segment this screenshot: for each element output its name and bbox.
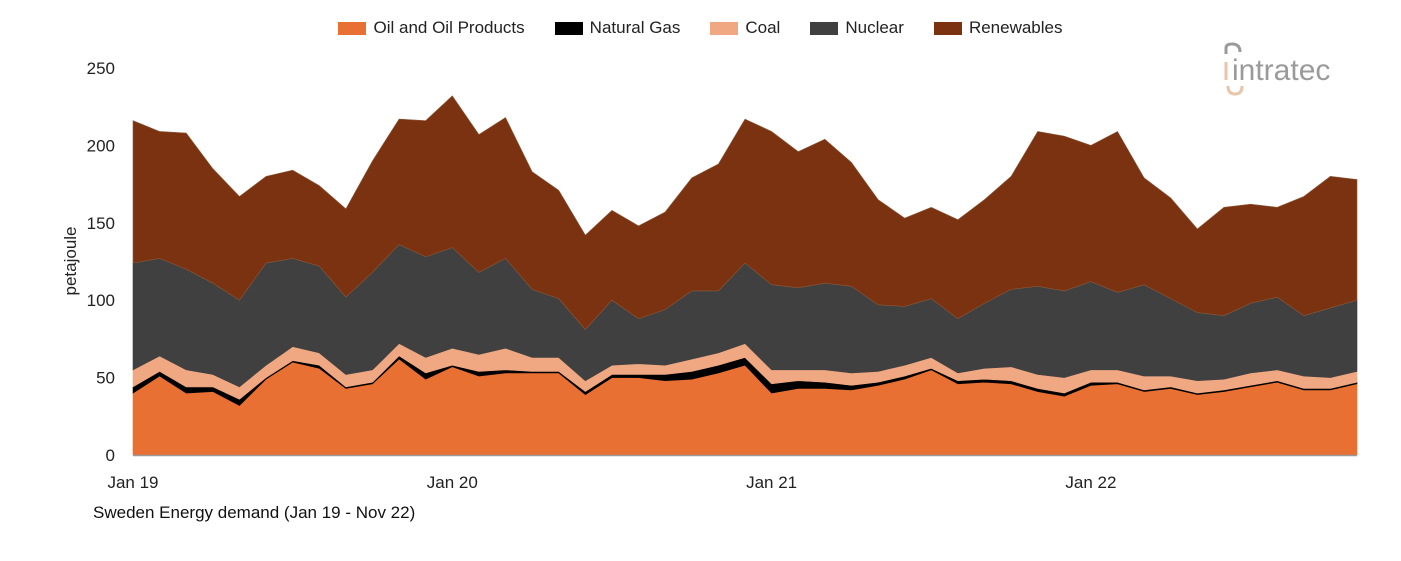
legend-swatch	[810, 21, 839, 35]
x-tick-label: Jan 19	[107, 473, 158, 492]
legend-swatch	[338, 21, 367, 35]
y-tick-label: 0	[106, 446, 115, 465]
x-tick-label: Jan 20	[427, 473, 478, 492]
svg-text:intratec: intratec	[1232, 54, 1330, 87]
legend-item: Natural Gas	[554, 18, 681, 38]
x-tick-label: Jan 21	[746, 473, 797, 492]
chart-caption: Sweden Energy demand (Jan 19 - Nov 22)	[93, 503, 416, 522]
area-renewables	[132, 95, 1358, 331]
legend-swatch	[710, 21, 739, 35]
x-tick-label: Jan 22	[1065, 473, 1116, 492]
intratec-logo: intratec	[1224, 42, 1330, 96]
y-tick-label: 100	[87, 291, 115, 310]
legend-label: Nuclear	[845, 18, 904, 37]
legend-item: Coal	[710, 18, 780, 38]
y-tick-label: 150	[87, 214, 115, 233]
legend-item: Oil and Oil Products	[338, 18, 525, 38]
legend-label: Natural Gas	[589, 18, 681, 37]
legend-swatch	[933, 21, 962, 35]
y-tick-label: 200	[87, 136, 115, 155]
legend-label: Renewables	[968, 18, 1063, 37]
legend-item: Renewables	[933, 18, 1063, 38]
legend-item: Nuclear	[810, 18, 904, 38]
legend-label: Coal	[745, 18, 781, 37]
legend-swatch	[554, 21, 583, 35]
y-tick-label: 50	[96, 369, 115, 388]
y-axis-label: petajoule	[61, 226, 80, 295]
legend-label: Oil and Oil Products	[373, 18, 525, 37]
y-tick-label: 250	[87, 59, 115, 78]
legend: Oil and Oil Products Natural Gas Coal Nucle…	[0, 18, 1401, 38]
